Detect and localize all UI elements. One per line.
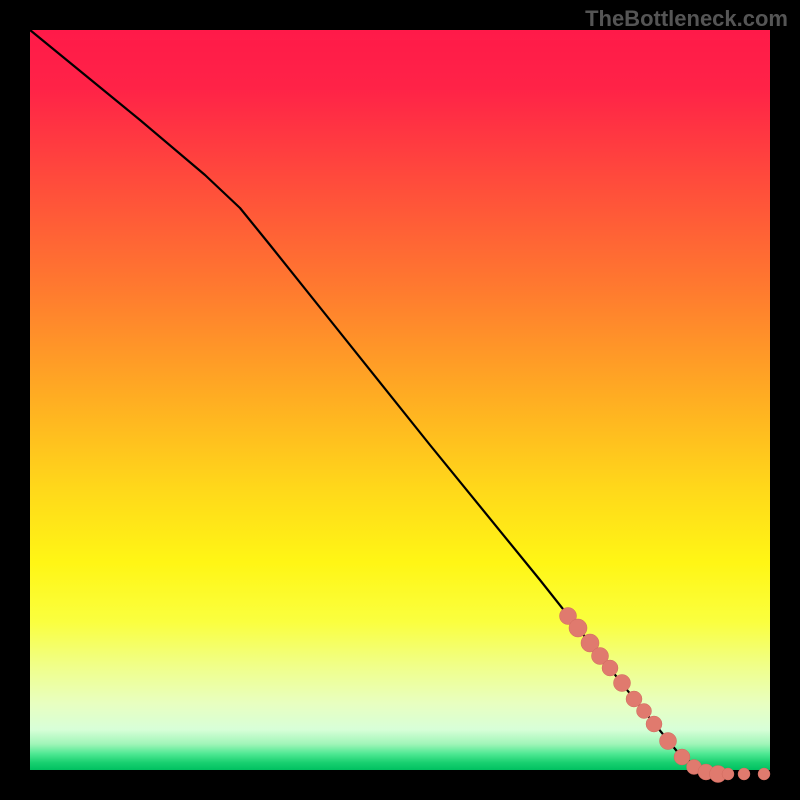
data-marker <box>614 675 631 692</box>
data-marker <box>674 749 690 765</box>
plot-area-gradient <box>30 30 770 770</box>
data-marker <box>602 660 618 676</box>
data-marker <box>758 768 770 780</box>
data-marker <box>646 716 662 732</box>
watermark-text: TheBottleneck.com <box>585 6 788 32</box>
data-marker <box>722 768 734 780</box>
data-marker <box>569 619 587 637</box>
data-marker <box>637 704 652 719</box>
data-marker <box>738 768 750 780</box>
data-marker <box>626 691 642 707</box>
chart-canvas <box>0 0 800 800</box>
data-marker <box>660 733 677 750</box>
bottleneck-chart: TheBottleneck.com <box>0 0 800 800</box>
